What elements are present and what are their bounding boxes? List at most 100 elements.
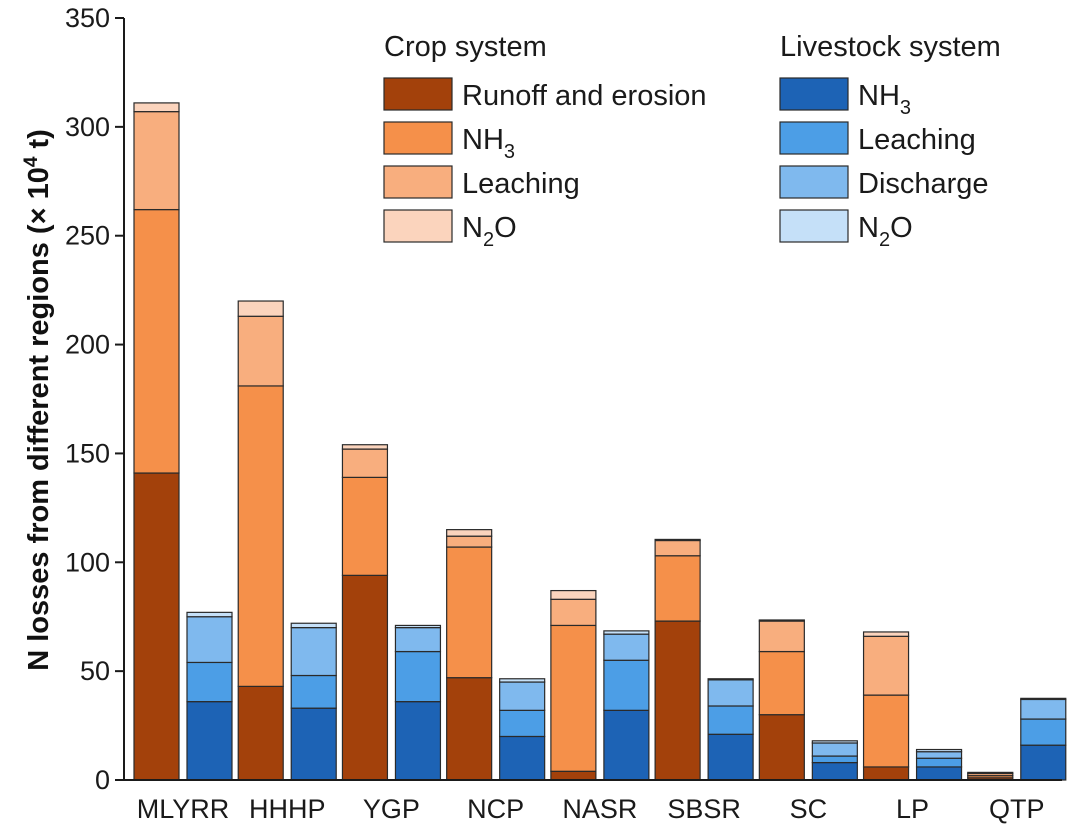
bar-sbsr-livestock-nh3 xyxy=(707,733,754,781)
bar-mlyrr-livestock-leaching xyxy=(186,661,233,703)
legend-label-livestock-nh3: NH3 xyxy=(858,80,911,119)
bar-nasr-livestock-nh3 xyxy=(603,709,650,781)
legend-title-crop: Crop system xyxy=(384,31,547,63)
bar-hhhp-livestock-n2o xyxy=(290,622,337,629)
bar-sc-livestock-leaching xyxy=(811,755,858,764)
bar-hhhp-crop-nh3 xyxy=(237,385,284,687)
bar-ncp-livestock-n2o xyxy=(499,678,546,683)
bar-sc-livestock-nh3 xyxy=(811,761,858,781)
bar-nasr-crop-nh3 xyxy=(550,624,597,772)
bar-lp-crop-nh3 xyxy=(862,694,910,768)
y-ticks: 0 50 100 150 200 250 300 350 xyxy=(65,3,124,795)
y-tick-label: 150 xyxy=(65,438,110,468)
bar-sc-crop-runoff-and-erosion xyxy=(758,714,805,781)
bar-ncp-livestock-nh3 xyxy=(499,735,546,781)
x-label-qtp: QTP xyxy=(989,794,1045,824)
y-tick-label: 350 xyxy=(65,3,110,33)
bar-lp-livestock-nh3 xyxy=(915,766,963,781)
bar-mlyrr-livestock-nh3 xyxy=(186,701,233,781)
legend-title-livestock: Livestock system xyxy=(780,31,1001,63)
bar-ncp-crop-runoff-and-erosion xyxy=(446,677,493,781)
legend-swatch-livestock-nh3 xyxy=(779,77,849,111)
y-tick-label: 250 xyxy=(65,221,110,251)
legend: Crop system Runoff and erosion NH3 Leaching… xyxy=(383,31,1001,251)
bar-sc-livestock-n2o xyxy=(811,740,858,744)
axes-layer xyxy=(123,18,1062,781)
bar-qtp-livestock-discharge xyxy=(1020,698,1067,720)
bar-ncp-livestock-discharge xyxy=(499,681,546,711)
bar-mlyrr-livestock-n2o xyxy=(186,611,233,618)
y-axis-title: N losses from different regions (× 104 t… xyxy=(21,129,55,671)
bar-sbsr-livestock-n2o xyxy=(707,678,754,681)
legend-label-livestock-n2o: N2O xyxy=(858,212,913,251)
legend-label-crop-leaching: Leaching xyxy=(462,168,580,200)
x-label-lp: LP xyxy=(896,794,929,824)
y-tick-label: 200 xyxy=(65,330,110,360)
bar-sc-livestock-discharge xyxy=(811,742,858,757)
x-category-labels: MLYRR HHHP YGP NCP NASR SBSR SC LP QTP xyxy=(137,794,1045,824)
legend-label-crop-runoff-and-erosion: Runoff and erosion xyxy=(462,80,707,112)
legend-label-crop-n2o: N2O xyxy=(462,212,517,251)
x-label-sc: SC xyxy=(790,794,828,824)
y-tick-label: 300 xyxy=(65,112,110,142)
bar-ncp-crop-leaching xyxy=(446,535,493,548)
bar-sbsr-livestock-discharge xyxy=(707,679,754,707)
bar-sbsr-crop-runoff-and-erosion xyxy=(654,620,701,781)
bar-sc-crop-nh3 xyxy=(758,650,805,716)
bar-nasr-livestock-leaching xyxy=(603,659,650,711)
bar-ncp-livestock-leaching xyxy=(499,709,546,738)
bar-sbsr-crop-leaching xyxy=(654,539,701,557)
bar-lp-crop-n2o xyxy=(862,631,910,637)
bar-lp-crop-leaching xyxy=(862,635,910,696)
x-label-sbsr: SBSR xyxy=(667,794,741,824)
legend-swatch-crop-n2o xyxy=(383,209,453,243)
bar-mlyrr-crop-nh3 xyxy=(133,208,180,474)
legend-swatch-crop-nh3 xyxy=(383,121,453,155)
bar-hhhp-livestock-nh3 xyxy=(290,707,337,781)
bar-hhhp-crop-n2o xyxy=(237,300,284,317)
x-label-ygp: YGP xyxy=(363,794,420,824)
x-label-hhhp: HHHP xyxy=(249,794,326,824)
x-label-ncp: NCP xyxy=(467,794,524,824)
legend-swatch-crop-runoff-and-erosion xyxy=(383,77,453,111)
bar-ygp-livestock-nh3 xyxy=(394,701,442,781)
bar-ygp-crop-nh3 xyxy=(341,476,389,576)
bar-sbsr-crop-n2o xyxy=(654,538,701,542)
legend-swatch-crop-leaching xyxy=(383,165,453,199)
bar-ygp-crop-n2o xyxy=(341,444,389,450)
bar-ygp-crop-runoff-and-erosion xyxy=(341,574,389,781)
bar-ygp-livestock-leaching xyxy=(394,650,442,703)
bar-ncp-crop-nh3 xyxy=(446,546,493,679)
legend-label-livestock-discharge: Discharge xyxy=(858,168,989,200)
y-tick-label: 0 xyxy=(95,765,110,795)
legend-swatch-livestock-leaching xyxy=(779,121,849,155)
legend-swatch-livestock-n2o xyxy=(779,209,849,243)
legend-label-livestock-leaching: Leaching xyxy=(858,124,976,156)
x-label-mlyrr: MLYRR xyxy=(137,794,230,824)
bar-qtp-livestock-nh3 xyxy=(1020,744,1067,781)
bar-ygp-livestock-n2o xyxy=(394,624,442,629)
bar-lp-livestock-n2o xyxy=(915,748,963,753)
legend-label-crop-nh3: NH3 xyxy=(462,124,515,163)
bar-nasr-crop-leaching xyxy=(550,598,597,627)
bar-qtp-livestock-leaching xyxy=(1020,718,1067,746)
bar-ygp-crop-leaching xyxy=(341,448,389,478)
bar-lp-livestock-leaching xyxy=(915,757,963,768)
bar-lp-crop-runoff-and-erosion xyxy=(862,766,910,781)
bar-nasr-livestock-n2o xyxy=(603,630,650,635)
bar-sc-crop-leaching xyxy=(758,620,805,653)
x-label-nasr: NASR xyxy=(562,794,637,824)
bar-sbsr-livestock-leaching xyxy=(707,705,754,735)
bar-mlyrr-crop-runoff-and-erosion xyxy=(133,472,180,781)
bar-ygp-livestock-discharge xyxy=(394,626,442,653)
bar-nasr-livestock-discharge xyxy=(603,633,650,661)
bar-mlyrr-crop-leaching xyxy=(133,111,180,211)
bar-ncp-crop-n2o xyxy=(446,529,493,537)
bar-hhhp-crop-runoff-and-erosion xyxy=(237,685,284,781)
bar-lp-livestock-discharge xyxy=(915,751,963,759)
y-tick-label: 100 xyxy=(65,547,110,577)
bar-mlyrr-crop-n2o xyxy=(133,102,180,113)
bar-sbsr-crop-nh3 xyxy=(654,555,701,622)
bar-hhhp-livestock-leaching xyxy=(290,674,337,709)
